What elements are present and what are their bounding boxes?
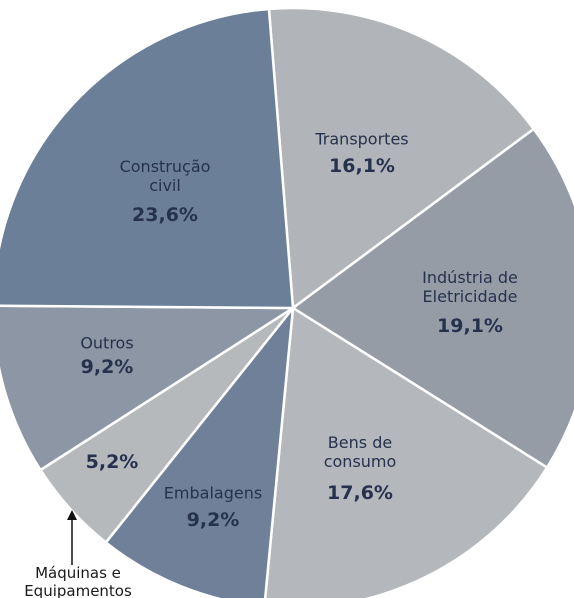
value-label: 9,2% xyxy=(186,509,240,531)
slice-label: Máquinas e Equipamentos xyxy=(24,564,132,598)
value-label: 17,6% xyxy=(327,482,393,504)
slice-label: Indústria de Eletricidade xyxy=(422,268,518,306)
slice-label: Bens de consumo xyxy=(323,433,397,471)
pie-slice xyxy=(0,304,298,472)
value-label: 19,1% xyxy=(437,315,503,337)
pie-slice xyxy=(0,7,295,310)
pie-slice xyxy=(104,303,295,598)
pie-slice xyxy=(263,305,549,598)
slice-label: Outros xyxy=(80,333,134,353)
value-label: 9,2% xyxy=(80,356,134,378)
value-label: 23,6% xyxy=(132,204,198,226)
value-label: 16,1% xyxy=(329,155,395,177)
pie-slice xyxy=(290,127,574,470)
arrow-head xyxy=(67,510,77,520)
slice-label: Construção civil xyxy=(119,157,211,195)
slice-label: Transportes xyxy=(315,129,409,149)
value-label: 5,2% xyxy=(85,451,139,473)
slice-label: Embalagens xyxy=(163,483,263,503)
pie-slice xyxy=(267,6,536,311)
